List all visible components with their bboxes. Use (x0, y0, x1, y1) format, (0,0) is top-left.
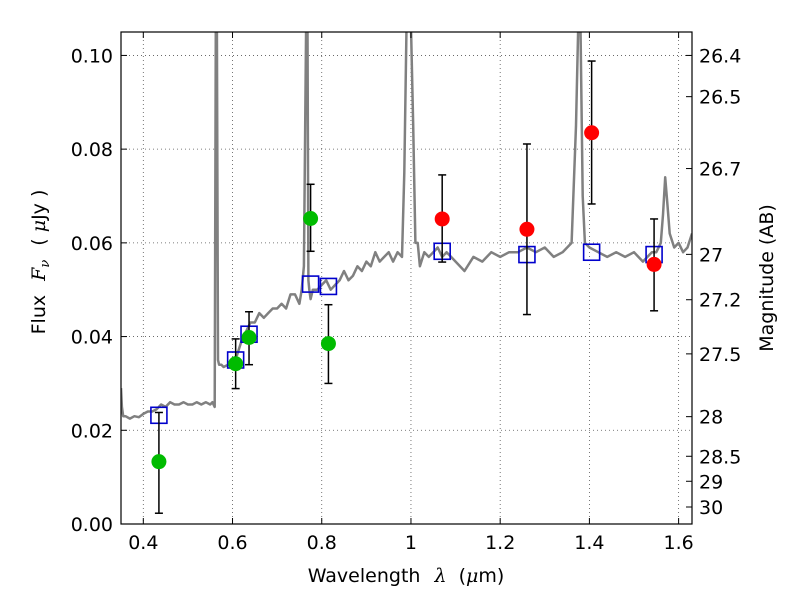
observed-optical-point (151, 454, 167, 470)
y-axis-label-symbol: F (28, 267, 50, 282)
y-tick-label: 0.10 (71, 45, 113, 67)
mag-tick-label: 26.4 (699, 45, 741, 67)
model-spectrum-layer (121, 32, 692, 420)
y-axis-label-text: Flux (28, 295, 50, 335)
y-tick-label: 0.04 (71, 327, 113, 349)
model-flux-square (301, 275, 320, 293)
y-axis-right-label: Magnitude (AB) (756, 204, 778, 352)
y-tick-label: 0.08 (71, 139, 113, 161)
x-tick-label: 1.2 (485, 532, 515, 554)
y-axis-label-unit-open: ( (28, 238, 50, 245)
observed-optical-point (241, 330, 257, 346)
x-axis-label-symbol: λ (433, 565, 446, 587)
x-axis-label-text: Wavelength (308, 565, 421, 587)
observed-nir-point (434, 211, 450, 227)
y-tick-label: 0.02 (71, 420, 113, 442)
observed-flux-layer (151, 60, 662, 514)
observed-optical-point (228, 356, 244, 372)
model-spectrum-line (121, 32, 692, 420)
x-tick-label: 0.6 (217, 532, 247, 554)
x-axis-label-unit-open: ( (459, 565, 466, 587)
x-tick-label: 1.6 (664, 532, 694, 554)
plot-frame (120, 31, 693, 525)
y-axis-label: Flux Fν ( μJy ) (28, 190, 54, 335)
model-flux-square (582, 243, 601, 262)
observed-optical-point (320, 336, 336, 352)
mag-tick-label: 29 (699, 471, 723, 493)
mag-tick-label: 27.2 (699, 290, 741, 312)
mag-tick-label: 28 (699, 407, 723, 429)
x-axis-label-unit-mu: μ (466, 565, 478, 587)
y-tick-label: 0.06 (71, 233, 113, 255)
observed-nir-point (646, 256, 662, 272)
x-axis-label: Wavelength λ (μm) (308, 565, 505, 587)
mag-tick-label: 26.5 (699, 87, 741, 109)
observed-nir-point (584, 125, 600, 141)
mag-tick-label: 28.5 (699, 446, 741, 468)
x-tick-label: 0.4 (128, 532, 158, 554)
mag-tick-label: 27 (699, 244, 723, 266)
model-flux-square (319, 277, 338, 296)
x-tick-label: 1.4 (574, 532, 604, 554)
y-axis-label-unit-mu: μ (28, 220, 50, 232)
y-axis-label-sub: ν (38, 260, 53, 268)
mag-tick-label: 30 (699, 497, 723, 519)
observed-nir-point (519, 221, 535, 237)
x-tick-label: 0.8 (307, 532, 337, 554)
y-axis-label-unit-rest: Jy ) (28, 190, 50, 221)
tick-labels: 0.4 0.6 0.8 1 1.2 1.4 1.6 0.00 0.02 0.04 0.06 0.08 0… (71, 32, 741, 554)
y-tick-label: 0.00 (71, 514, 113, 536)
observed-optical-point (303, 210, 319, 226)
mag-tick-label: 27.5 (699, 344, 741, 366)
x-tick-label: 1 (405, 532, 417, 554)
axes (120, 31, 693, 525)
mag-tick-label: 26.7 (699, 159, 741, 181)
x-axis-label-unit-rest: m) (478, 565, 504, 587)
